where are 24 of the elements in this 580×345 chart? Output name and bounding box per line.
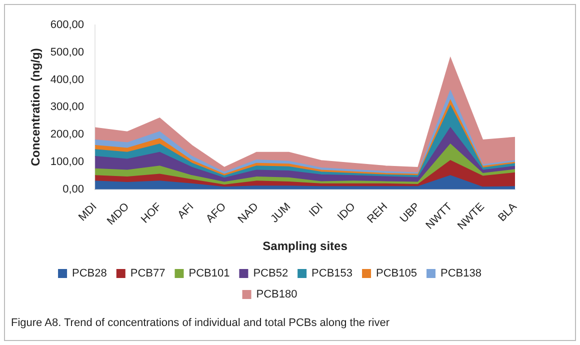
y-tick-label: 600,00 (50, 19, 84, 32)
legend-label: PCB180 (256, 288, 298, 301)
x-tick-label: MDI (76, 200, 100, 224)
y-tick-label: 400,00 (50, 74, 84, 86)
x-tick-label: IDI (307, 200, 326, 220)
legend-label: PCB101 (188, 268, 230, 280)
x-tick-label: UBP (398, 200, 422, 226)
caption: Figure A8. Trend of concentrations of individual and total PCBs along the river (11, 317, 390, 329)
legend-label: PCB52 (253, 268, 288, 280)
y-tick-label: 0,00 (62, 183, 84, 196)
y-tick-label: 100,00 (50, 156, 84, 168)
y-tick-label: 200,00 (50, 128, 84, 141)
x-tick-label: AFI (176, 200, 196, 222)
y-tick-label: 300,00 (50, 101, 84, 114)
legend-label: PCB77 (130, 268, 166, 280)
y-axis-title: Concentration (ng/g) (28, 48, 43, 166)
legend-label: PCB138 (440, 268, 482, 280)
x-tick-label: BLA (496, 200, 520, 224)
legend-label: PCB105 (376, 268, 418, 280)
y-tick-label: 500,00 (50, 46, 84, 58)
legend-label: PCB28 (72, 268, 107, 280)
x-axis-title: Sampling sites (262, 239, 348, 254)
x-tick-label: IDO (335, 200, 358, 224)
legend-label: PCB153 (312, 268, 353, 280)
